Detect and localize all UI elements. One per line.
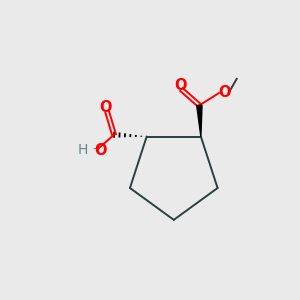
Text: O: O [219,85,231,100]
Text: O: O [100,100,112,115]
Text: O: O [94,142,107,158]
Text: O: O [174,78,186,93]
Text: -: - [93,143,98,157]
Text: H: H [78,143,88,157]
Polygon shape [197,105,202,136]
